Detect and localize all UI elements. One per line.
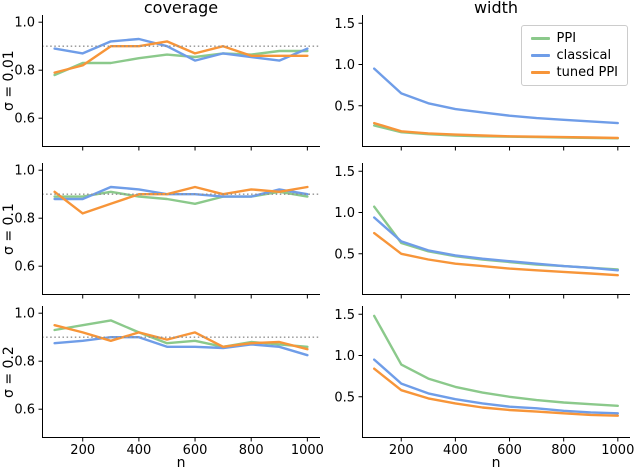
legend-label-classical: classical bbox=[556, 48, 612, 63]
svg-text:0.6: 0.6 bbox=[14, 260, 35, 275]
column-title-width: width bbox=[473, 0, 519, 17]
legend-item-ppi: PPI bbox=[530, 30, 618, 47]
ppi-line-swatch-icon bbox=[530, 37, 550, 40]
svg-text:1.5: 1.5 bbox=[334, 308, 355, 323]
svg-text:1.0: 1.0 bbox=[14, 164, 35, 179]
svg-text:400: 400 bbox=[126, 443, 151, 458]
svg-text:200: 200 bbox=[70, 443, 95, 458]
svg-text:1000: 1000 bbox=[601, 443, 634, 458]
chart-canvas: 0.6 0.8 1.0 bbox=[14, 15, 320, 151]
chart-canvas: 0.5 1.0 1.5 bbox=[334, 15, 630, 151]
row-label-sigma-0.2: σ = 0.2 bbox=[1, 346, 17, 398]
legend: PPI classical tuned PPI bbox=[520, 25, 628, 86]
svg-text:0.5: 0.5 bbox=[334, 99, 355, 114]
svg-text:1.5: 1.5 bbox=[334, 165, 355, 180]
x-axis-label-right: n bbox=[491, 455, 501, 471]
subplot-width-sigma-0.1: 0.5 1.0 1.5 bbox=[334, 163, 630, 299]
x-axis-label-left: n bbox=[176, 455, 186, 471]
subplot-width-sigma-0.2: 200 400 600 800 1000 0.5 1.0 1.5 bbox=[334, 306, 634, 458]
svg-text:0.5: 0.5 bbox=[334, 247, 355, 262]
svg-text:1.0: 1.0 bbox=[334, 206, 355, 221]
svg-text:1.5: 1.5 bbox=[334, 17, 355, 32]
svg-text:0.6: 0.6 bbox=[14, 112, 35, 127]
tuned-ppi-line-swatch-icon bbox=[530, 71, 550, 74]
svg-text:600: 600 bbox=[497, 443, 522, 458]
column-title-coverage: coverage bbox=[143, 0, 219, 17]
chart-canvas: 200 400 600 800 1000 0.5 1.0 1.5 bbox=[334, 306, 634, 458]
legend-item-classical: classical bbox=[530, 47, 618, 64]
row-label-sigma-0.1: σ = 0.1 bbox=[1, 203, 17, 255]
chart-canvas: 0.6 0.8 1.0 bbox=[14, 163, 320, 299]
chart-canvas: 200 400 600 800 1000 0.6 0.8 1.0 bbox=[14, 306, 324, 458]
svg-text:800: 800 bbox=[551, 443, 576, 458]
svg-text:0.8: 0.8 bbox=[14, 355, 35, 370]
legend-item-tuned-ppi: tuned PPI bbox=[530, 64, 618, 81]
row-label-sigma-0.01: σ = 0.01 bbox=[1, 50, 17, 112]
svg-text:0.8: 0.8 bbox=[14, 212, 35, 227]
legend-label-ppi: PPI bbox=[556, 31, 577, 46]
svg-text:0.5: 0.5 bbox=[334, 390, 355, 405]
svg-text:200: 200 bbox=[389, 443, 414, 458]
subplot-width-sigma-0.01: 0.5 1.0 1.5 PPI classical tuned PPI bbox=[334, 15, 630, 151]
svg-text:800: 800 bbox=[239, 443, 264, 458]
svg-text:400: 400 bbox=[443, 443, 468, 458]
subplot-coverage-sigma-0.2: 200 400 600 800 1000 0.6 0.8 1.0 bbox=[14, 306, 324, 458]
svg-text:600: 600 bbox=[183, 443, 208, 458]
svg-text:1.0: 1.0 bbox=[334, 58, 355, 73]
svg-text:1.0: 1.0 bbox=[334, 349, 355, 364]
svg-text:1.0: 1.0 bbox=[14, 307, 35, 322]
svg-text:0.6: 0.6 bbox=[14, 403, 35, 418]
svg-text:1.0: 1.0 bbox=[14, 16, 35, 31]
legend-label-tuned-ppi: tuned PPI bbox=[556, 65, 618, 80]
svg-text:1000: 1000 bbox=[291, 443, 324, 458]
chart-canvas: 0.5 1.0 1.5 bbox=[334, 163, 630, 299]
classical-line-swatch-icon bbox=[530, 54, 550, 57]
subplot-coverage-sigma-0.01: 0.6 0.8 1.0 bbox=[14, 15, 320, 151]
svg-text:0.8: 0.8 bbox=[14, 64, 35, 79]
subplot-coverage-sigma-0.1: 0.6 0.8 1.0 bbox=[14, 163, 320, 299]
